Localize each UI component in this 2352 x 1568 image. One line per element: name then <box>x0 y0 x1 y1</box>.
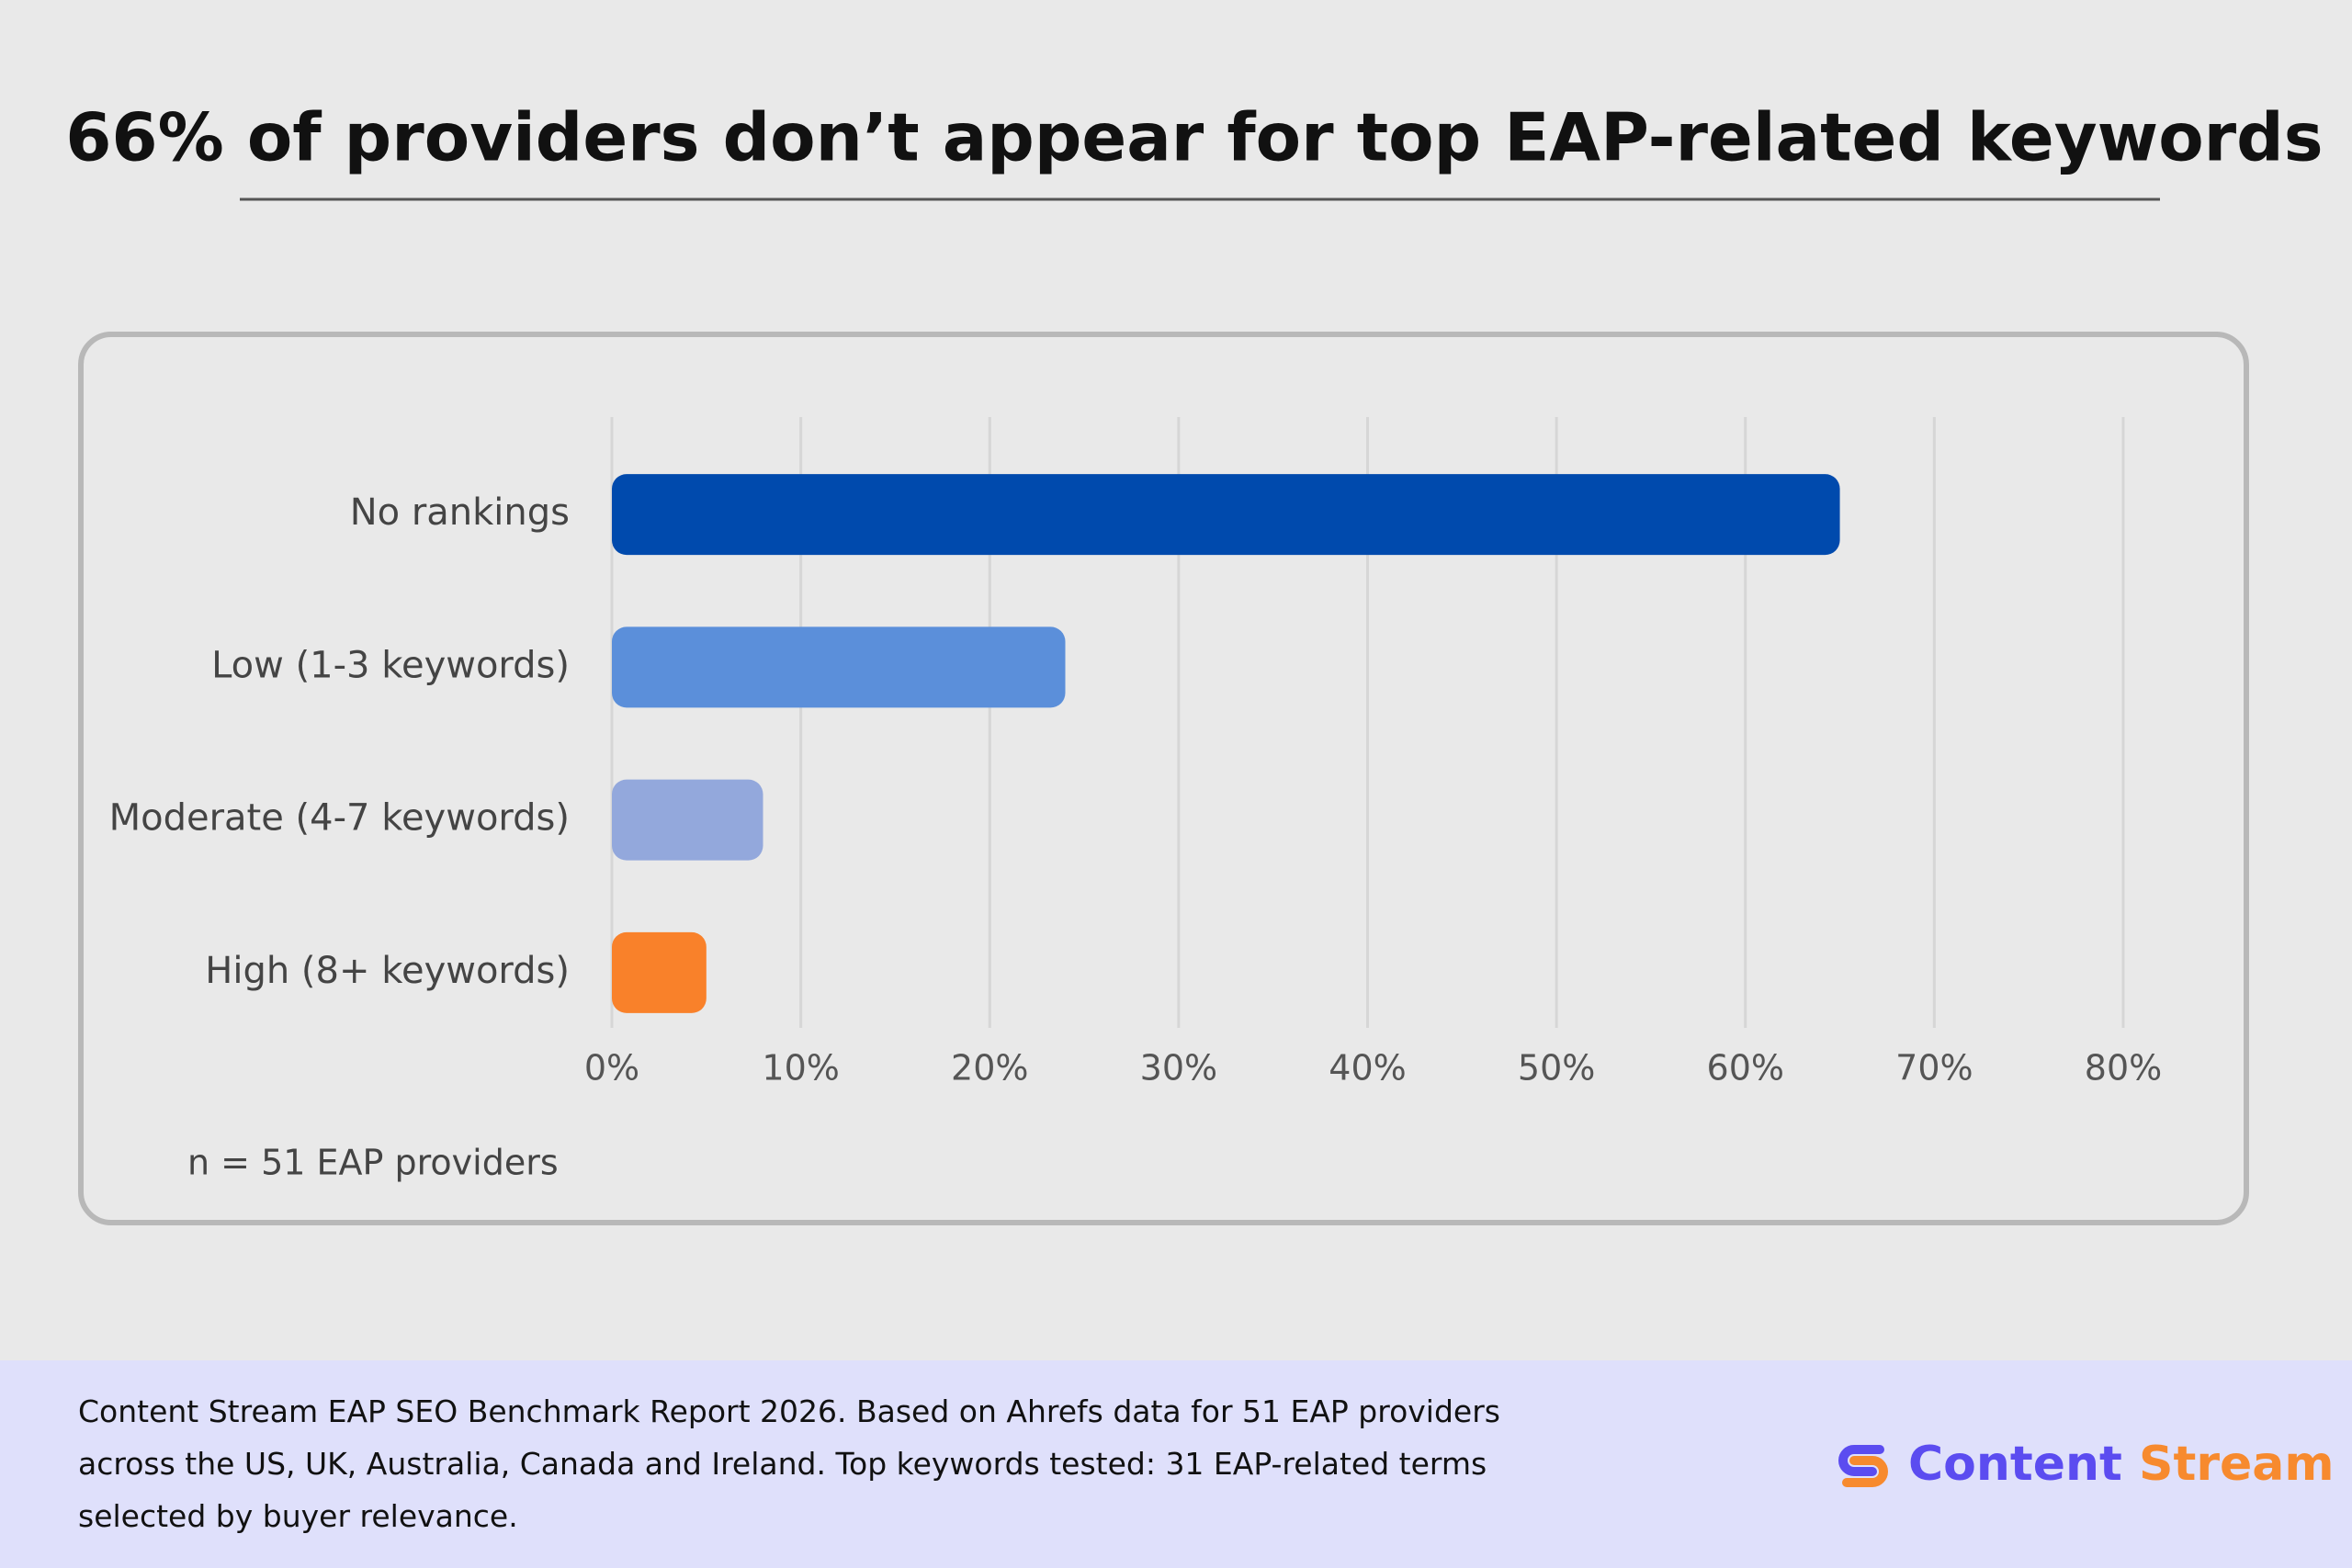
brand: Content Stream <box>1908 1437 2335 1492</box>
y-tick-label: Moderate (4-7 keywords) <box>109 797 570 840</box>
brand-second: Stream <box>2139 1437 2335 1492</box>
x-tick-label: 40% <box>1329 1048 1406 1089</box>
brand-icon <box>1838 1445 1888 1487</box>
x-tick-label: 10% <box>762 1048 839 1089</box>
x-tick-label: 0% <box>584 1048 639 1089</box>
x-tick-label: 70% <box>1895 1048 1973 1089</box>
bar <box>612 626 1066 708</box>
footer-band <box>0 1360 2352 1568</box>
bar <box>612 779 763 861</box>
x-tick-label: 80% <box>2085 1048 2162 1089</box>
y-tick-label: No rankings <box>350 491 570 534</box>
x-tick-label: 20% <box>951 1048 1028 1089</box>
chart-frame <box>78 332 2249 1225</box>
note: n = 51 EAP providers <box>187 1143 559 1183</box>
bar <box>612 931 707 1013</box>
x-tick-label: 60% <box>1707 1048 1784 1089</box>
x-tick-label: 50% <box>1518 1048 1595 1089</box>
x-tick-label: 30% <box>1140 1048 1217 1089</box>
brand-first: Content <box>1908 1437 2122 1492</box>
y-tick-label: Low (1-3 keywords) <box>211 644 570 686</box>
y-tick-label: High (8+ keywords) <box>205 950 570 992</box>
bar <box>612 474 1840 556</box>
chart-title: 66% of providers don’t appear for top EA… <box>65 99 2323 176</box>
footer-source: Content Stream EAP SEO Benchmark Report … <box>78 1393 1500 1534</box>
